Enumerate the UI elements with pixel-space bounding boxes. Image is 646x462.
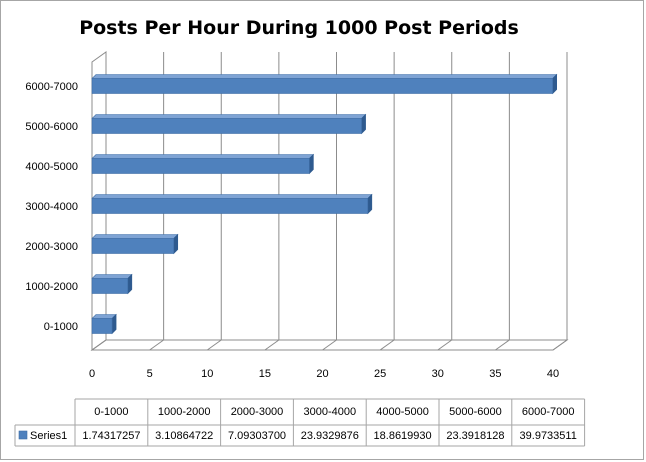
category-label: 2000-3000 — [25, 241, 78, 253]
floor-gridline — [206, 339, 222, 351]
table-header-cell: 6000-7000 — [522, 406, 575, 418]
data-table: Series1 0-1000 1.74317257 1000-2000 3.108647… — [14, 398, 586, 447]
table-header-cell: 0-1000 — [94, 406, 128, 418]
bar — [91, 233, 179, 255]
x-tick-label: 5 — [147, 368, 153, 380]
x-tick-label: 35 — [489, 368, 501, 380]
bar-front — [91, 238, 175, 254]
table-value-cell: 3.10864722 — [155, 430, 213, 442]
table-header-cell: 3000-4000 — [303, 406, 356, 418]
table-header-cell: 5000-6000 — [449, 406, 502, 418]
table-header-cell: 4000-5000 — [376, 406, 429, 418]
x-tick-label: 15 — [259, 368, 271, 380]
floor-gridline — [322, 339, 337, 351]
bar — [91, 153, 315, 175]
bar — [91, 113, 367, 135]
floor-gridline — [91, 339, 107, 351]
chart-title: Posts Per Hour During 1000 Post Periods — [79, 17, 519, 39]
gridlines — [91, 52, 568, 351]
bar — [91, 273, 133, 295]
category-label: 6000-7000 — [25, 81, 78, 93]
x-tick-label: 25 — [374, 368, 386, 380]
floor-gridline — [552, 339, 568, 351]
table-value-cell: 23.3918128 — [446, 430, 504, 442]
floor-gridline — [495, 339, 510, 351]
bar — [91, 73, 558, 95]
category-label: 0-1000 — [44, 321, 78, 333]
x-tick-label: 10 — [201, 368, 213, 380]
bar-front — [91, 158, 310, 174]
bars — [91, 73, 558, 335]
bar-top — [91, 234, 179, 239]
bar-top — [91, 194, 373, 199]
table-value-cell: 1.74317257 — [82, 430, 140, 442]
category-label: 5000-6000 — [25, 121, 78, 133]
legend-key — [18, 430, 28, 440]
bar-top — [91, 74, 558, 79]
x-axis-ticks: 0 5 10 15 20 25 30 35 40 — [89, 368, 559, 380]
x-tick-label: 20 — [316, 368, 328, 380]
bar-front — [91, 118, 362, 134]
bar — [91, 193, 373, 215]
bar-front — [91, 318, 113, 334]
x-tick-label: 30 — [432, 368, 444, 380]
table-header-cell: 1000-2000 — [158, 406, 211, 418]
category-label: 4000-5000 — [25, 161, 78, 173]
floor-gridline — [437, 339, 453, 351]
bar-top — [91, 114, 367, 119]
category-labels: 0-1000 1000-2000 2000-3000 3000-4000 4000-50… — [25, 81, 78, 333]
bar — [91, 313, 117, 335]
table-header-cell: 2000-3000 — [231, 406, 284, 418]
bar-top — [91, 274, 133, 279]
x-tick-label: 40 — [547, 368, 559, 380]
floor-gridline — [379, 339, 395, 351]
table-value-cell: 7.09303700 — [228, 430, 286, 442]
category-label: 3000-4000 — [25, 201, 78, 213]
bar-front — [91, 278, 129, 294]
category-label: 1000-2000 — [25, 281, 78, 293]
table-value-cell: 39.9733511 — [520, 430, 577, 442]
bar-front — [91, 78, 553, 94]
floor-gridline — [264, 339, 280, 351]
bar-front — [91, 198, 369, 214]
bar-top — [91, 154, 315, 159]
table-value-cell: 23.9329876 — [301, 430, 359, 442]
floor-gridline — [149, 339, 164, 351]
table-value-cell: 18.8619930 — [374, 430, 432, 442]
legend-series-name: Series1 — [30, 430, 67, 442]
x-tick-label: 0 — [89, 368, 95, 380]
